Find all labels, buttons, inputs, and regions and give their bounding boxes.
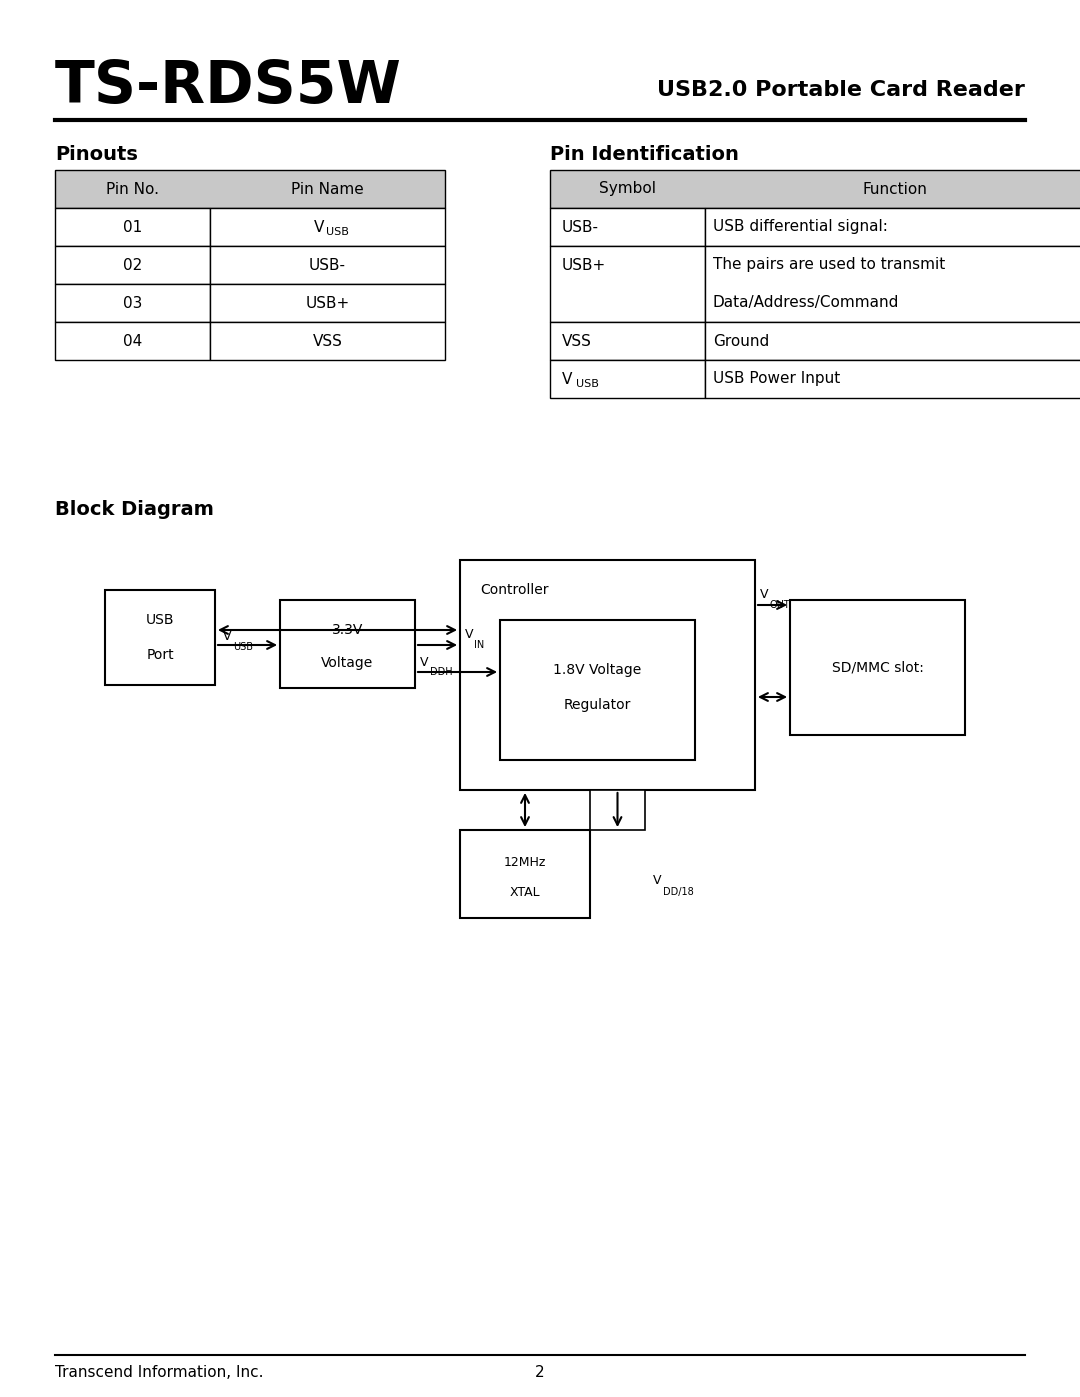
Text: Ground: Ground	[713, 334, 769, 348]
Bar	[460, 560, 755, 789]
Text: The pairs are used to transmit: The pairs are used to transmit	[713, 257, 945, 272]
Text: V: V	[653, 873, 661, 887]
Text: Function: Function	[863, 182, 928, 197]
Text: V: V	[222, 630, 231, 644]
Text: IN: IN	[474, 640, 484, 650]
Bar	[210, 321, 445, 360]
Text: 1.8V Voltage: 1.8V Voltage	[553, 664, 642, 678]
Text: OUT: OUT	[770, 599, 791, 610]
Text: Controller: Controller	[480, 583, 549, 597]
Bar	[210, 246, 445, 284]
Text: USB-: USB-	[562, 219, 599, 235]
Text: 02: 02	[123, 257, 143, 272]
Text: DD/18: DD/18	[663, 887, 693, 897]
Text: USB+: USB+	[306, 296, 350, 310]
Bar	[705, 360, 1080, 398]
Bar	[789, 599, 966, 735]
Text: VSS: VSS	[562, 334, 592, 348]
Bar	[550, 170, 1080, 208]
Bar	[280, 599, 415, 687]
Bar	[705, 246, 1080, 321]
Text: USB: USB	[326, 226, 349, 237]
Bar	[210, 208, 445, 246]
Bar	[500, 620, 696, 760]
Text: 01: 01	[123, 219, 143, 235]
Text: V: V	[760, 588, 769, 602]
Bar	[550, 246, 705, 321]
Bar	[55, 170, 445, 208]
Text: USB differential signal:: USB differential signal:	[713, 219, 888, 235]
Text: Pin Identification: Pin Identification	[550, 145, 739, 163]
Text: Symbol: Symbol	[599, 182, 656, 197]
Text: Regulator: Regulator	[564, 698, 631, 712]
Bar	[55, 321, 210, 360]
Text: Voltage: Voltage	[322, 657, 374, 671]
Bar	[460, 830, 590, 918]
Text: V: V	[420, 655, 429, 669]
Text: 2: 2	[536, 1365, 544, 1380]
Text: XTAL: XTAL	[510, 887, 540, 900]
Text: Block Diagram: Block Diagram	[55, 500, 214, 520]
Text: USB2.0 Portable Card Reader: USB2.0 Portable Card Reader	[657, 80, 1025, 101]
Text: USB: USB	[576, 379, 599, 388]
Bar	[55, 246, 210, 284]
Bar	[550, 208, 705, 246]
Text: USB+: USB+	[562, 257, 606, 272]
Bar	[105, 590, 215, 685]
Text: V: V	[465, 629, 473, 641]
Text: USB: USB	[146, 613, 174, 627]
Text: 3.3V: 3.3V	[332, 623, 363, 637]
Text: Pin No.: Pin No.	[106, 182, 159, 197]
Bar	[590, 789, 645, 830]
Text: USB: USB	[233, 643, 253, 652]
Text: 03: 03	[123, 296, 143, 310]
Text: USB-: USB-	[309, 257, 346, 272]
Bar	[705, 208, 1080, 246]
Bar	[210, 284, 445, 321]
Bar	[55, 208, 210, 246]
Text: V: V	[562, 372, 572, 387]
Text: Pin Name: Pin Name	[292, 182, 364, 197]
Text: Port: Port	[146, 648, 174, 662]
Text: Data/Address/Command: Data/Address/Command	[713, 296, 900, 310]
Bar	[705, 321, 1080, 360]
Text: SD/MMC slot:: SD/MMC slot:	[832, 661, 923, 675]
Bar	[550, 360, 705, 398]
Text: Transcend Information, Inc.: Transcend Information, Inc.	[55, 1365, 264, 1380]
Text: V: V	[314, 219, 325, 235]
Bar	[550, 321, 705, 360]
Text: DDH: DDH	[430, 666, 453, 678]
Text: 12MHz: 12MHz	[503, 855, 546, 869]
Text: 04: 04	[123, 334, 143, 348]
Bar	[55, 284, 210, 321]
Text: USB Power Input: USB Power Input	[713, 372, 840, 387]
Text: Pinouts: Pinouts	[55, 145, 138, 163]
Text: TS-RDS5W: TS-RDS5W	[55, 59, 402, 115]
Text: VSS: VSS	[312, 334, 342, 348]
